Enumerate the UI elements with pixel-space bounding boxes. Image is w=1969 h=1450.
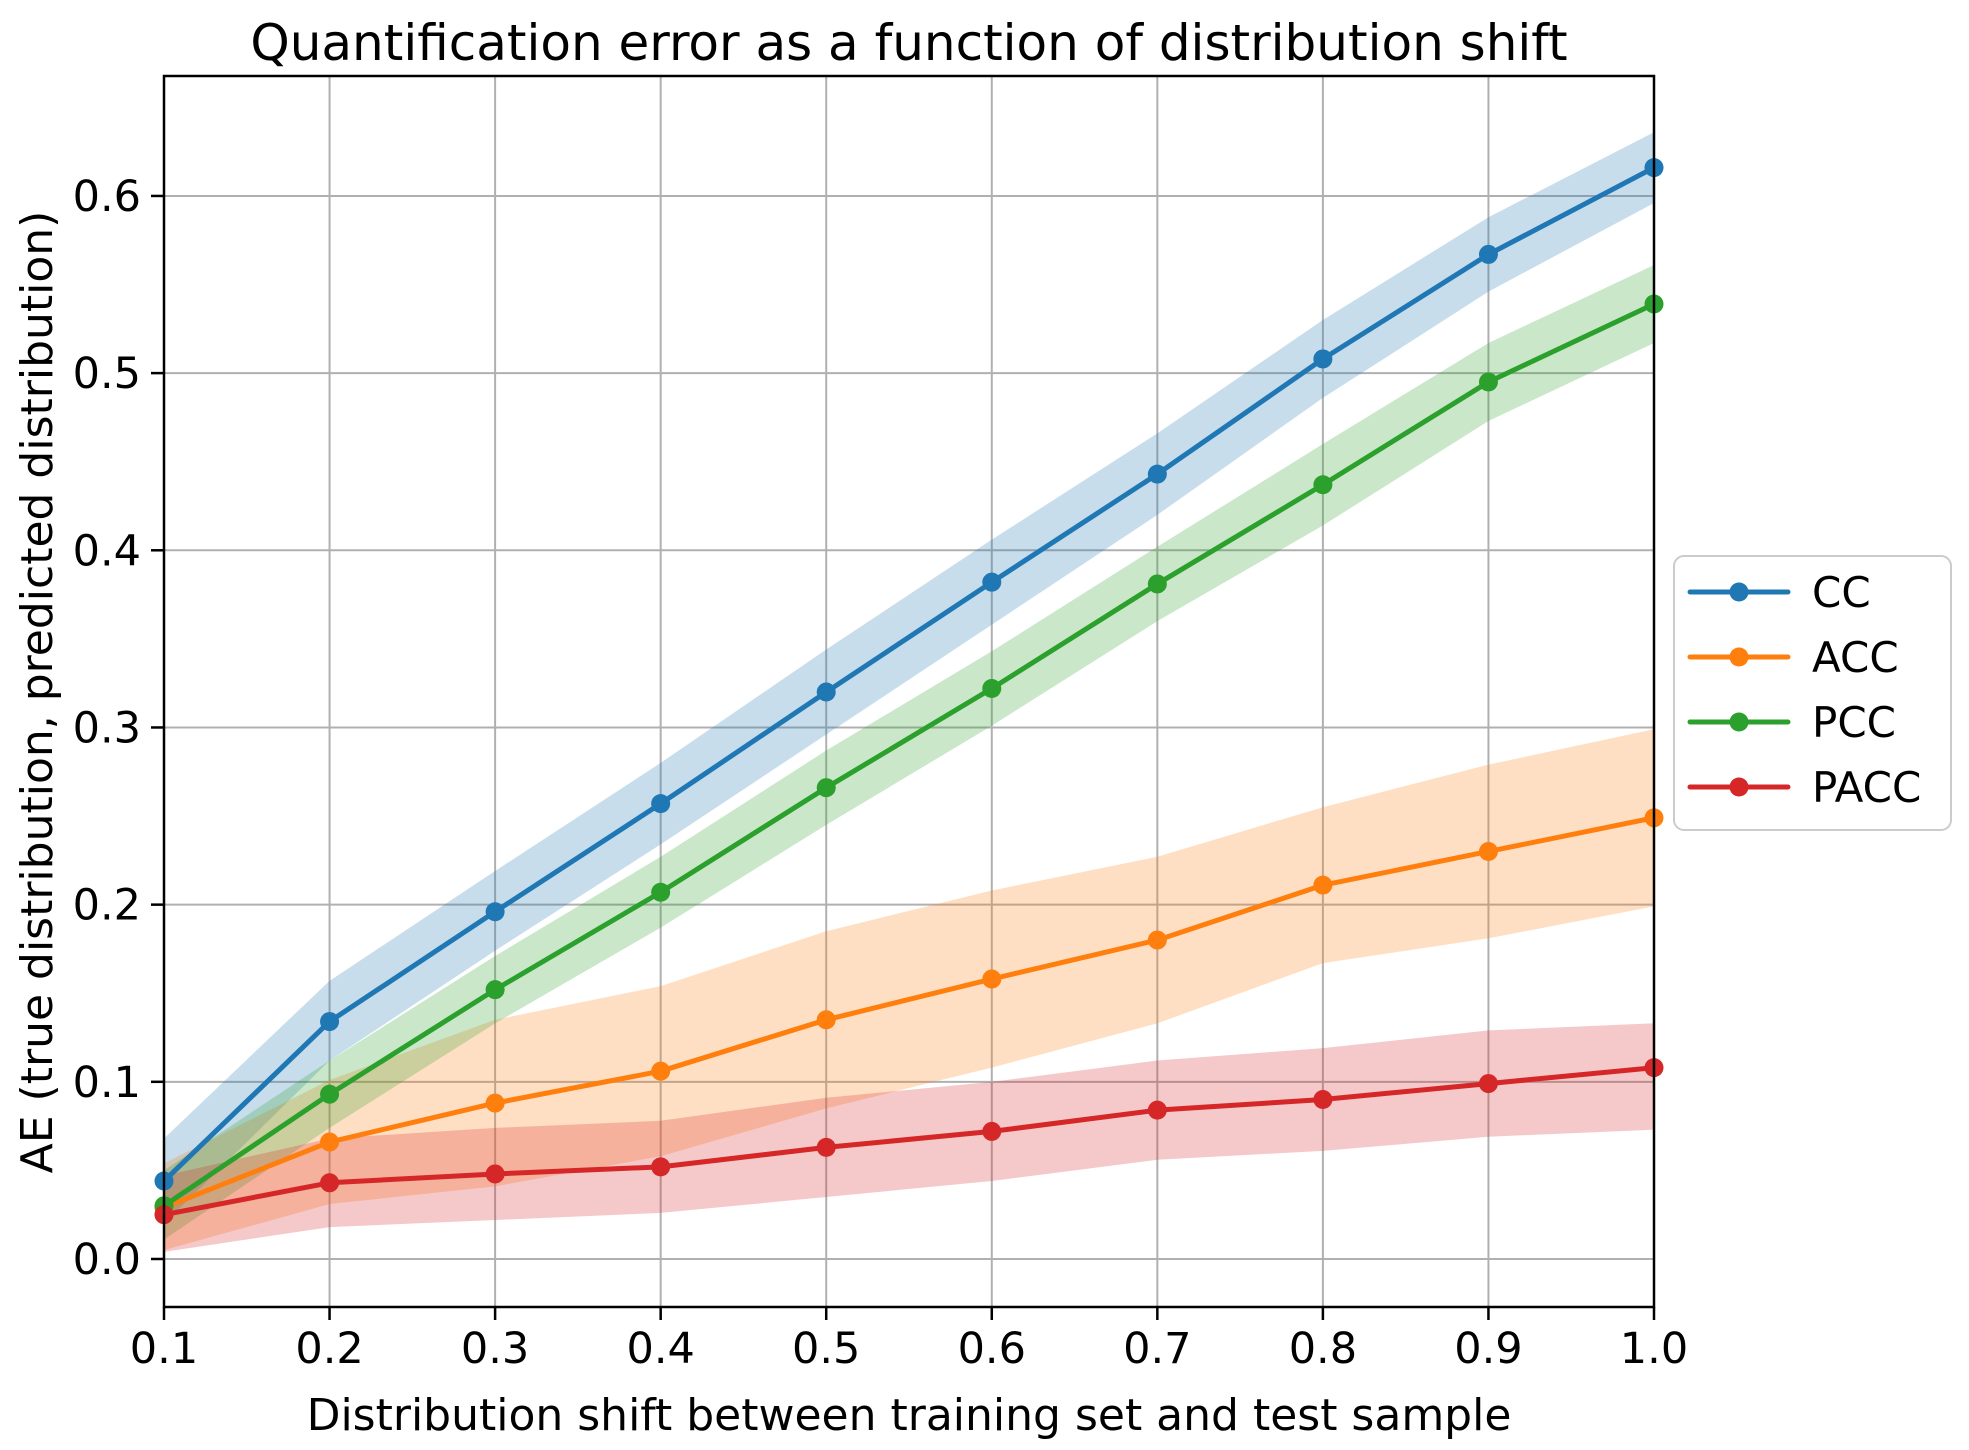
y-tick-label: 0.2 bbox=[73, 881, 141, 931]
data-point-cc bbox=[651, 794, 671, 814]
x-axis-label: Distribution shift between training set … bbox=[307, 1390, 1512, 1441]
confidence-band-acc bbox=[164, 729, 1654, 1251]
data-point-cc bbox=[1313, 349, 1333, 369]
x-tick-label: 0.6 bbox=[958, 1324, 1026, 1374]
data-point-pcc bbox=[1478, 372, 1498, 392]
chart-plot-area: 0.1 0.2 0.3 0.4 0.5 0.6 0.7 0.8 0.9 1.0 0.0 0.1 0.2 0… bbox=[73, 74, 1952, 1374]
legend-label-pacc: PACC bbox=[1812, 763, 1921, 812]
x-tick-label: 0.1 bbox=[130, 1324, 198, 1374]
y-tick-label: 0.3 bbox=[73, 703, 141, 753]
series-line-acc bbox=[161, 815, 1657, 1211]
x-tick-label: 0.9 bbox=[1454, 1324, 1522, 1374]
data-point-acc bbox=[1313, 875, 1333, 895]
data-point-acc bbox=[816, 1010, 836, 1030]
legend-label-acc: ACC bbox=[1812, 633, 1899, 682]
y-tick-label: 0.5 bbox=[73, 349, 141, 399]
legend-marker-pacc bbox=[1729, 777, 1749, 797]
y-tick-label: 0.4 bbox=[73, 526, 141, 576]
data-point-pacc bbox=[1147, 1100, 1167, 1120]
y-axis-label: AE (true distribution, predicted distrib… bbox=[12, 211, 63, 1174]
x-tick-label: 1.0 bbox=[1620, 1324, 1688, 1374]
data-point-acc bbox=[485, 1093, 505, 1113]
legend-marker-acc bbox=[1729, 647, 1749, 667]
data-point-acc bbox=[1147, 930, 1167, 950]
x-tick-label: 0.7 bbox=[1123, 1324, 1191, 1374]
legend-marker-pcc bbox=[1729, 712, 1749, 732]
x-tick-label: 0.5 bbox=[792, 1324, 860, 1374]
data-point-pcc bbox=[320, 1084, 340, 1104]
chart-title: Quantification error as a function of di… bbox=[250, 14, 1567, 72]
x-tick-label: 0.8 bbox=[1289, 1324, 1357, 1374]
y-tick-label: 0.0 bbox=[73, 1235, 141, 1285]
legend-label-cc: CC bbox=[1812, 568, 1871, 617]
data-point-pacc bbox=[982, 1121, 1002, 1141]
axes-border bbox=[162, 74, 1656, 1309]
legend-marker-cc bbox=[1729, 582, 1749, 602]
data-point-pacc bbox=[320, 1173, 340, 1193]
data-point-cc bbox=[320, 1012, 340, 1032]
data-point-pacc bbox=[485, 1164, 505, 1184]
data-point-pcc bbox=[982, 678, 1002, 698]
data-point-acc bbox=[982, 969, 1002, 989]
data-point-cc bbox=[982, 572, 1002, 592]
legend-box bbox=[1673, 555, 1952, 831]
data-point-acc bbox=[320, 1132, 340, 1152]
data-point-pacc bbox=[651, 1157, 671, 1177]
y-tick-label: 0.1 bbox=[73, 1058, 141, 1108]
data-point-cc bbox=[1478, 244, 1498, 264]
y-tick-label: 0.6 bbox=[73, 172, 141, 222]
data-point-cc bbox=[485, 902, 505, 922]
data-point-cc bbox=[1147, 464, 1167, 484]
data-point-cc bbox=[816, 682, 836, 702]
x-tick-label: 0.4 bbox=[626, 1324, 694, 1374]
data-point-pacc bbox=[816, 1137, 836, 1157]
data-point-pcc bbox=[485, 980, 505, 1000]
confidence-band-cc bbox=[164, 132, 1654, 1224]
legend-label-pcc: PCC bbox=[1812, 698, 1896, 747]
data-point-pacc bbox=[1313, 1090, 1333, 1110]
series-line-cc bbox=[161, 165, 1657, 1184]
data-point-pcc bbox=[651, 882, 671, 902]
data-point-acc bbox=[1478, 841, 1498, 861]
data-point-pcc bbox=[1313, 475, 1333, 495]
x-tick-label: 0.2 bbox=[295, 1324, 363, 1374]
series-line-pcc bbox=[161, 301, 1657, 1209]
series-line-pacc bbox=[161, 1065, 1657, 1218]
data-point-pcc bbox=[1147, 574, 1167, 594]
data-point-pcc bbox=[816, 778, 836, 798]
data-point-acc bbox=[651, 1061, 671, 1081]
data-point-pacc bbox=[1478, 1074, 1498, 1094]
x-tick-label: 0.3 bbox=[461, 1324, 529, 1374]
